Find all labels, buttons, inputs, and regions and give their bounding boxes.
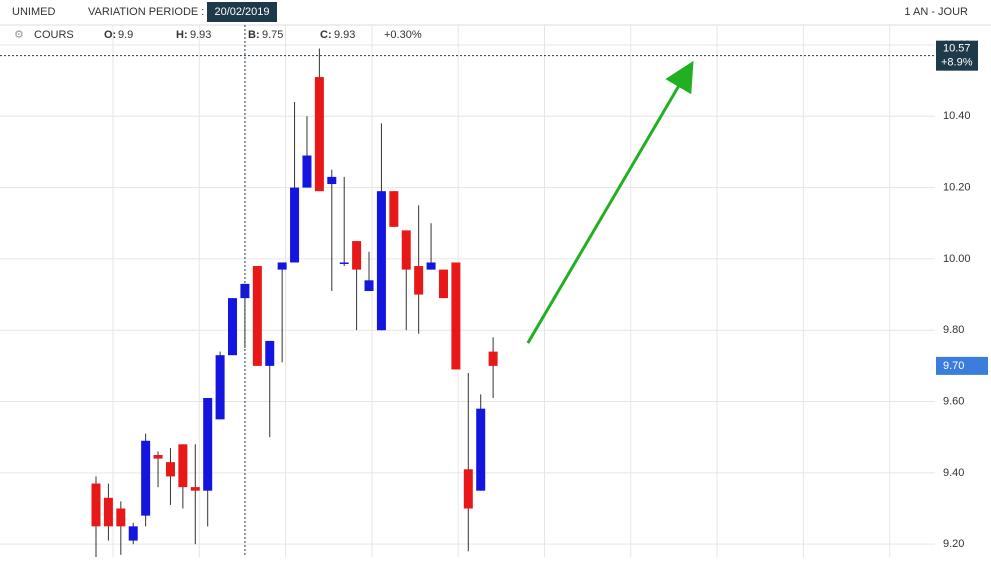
candle-body (128, 526, 138, 541)
date-box (207, 2, 277, 22)
candle-body (178, 444, 188, 488)
ticker: UNIMED (12, 6, 55, 18)
candle-body (401, 230, 411, 270)
settings-icon[interactable]: ⚙ (14, 29, 24, 41)
candle-body (116, 508, 126, 527)
target-label: 10.57 (943, 43, 971, 55)
y-tick-label: 9.60 (943, 395, 964, 407)
y-tick-label: 10.20 (943, 182, 971, 194)
candle-body (228, 298, 238, 356)
candle-body (451, 262, 461, 370)
ohlc-value: 9.93 (334, 29, 355, 41)
y-tick-label: 9.80 (943, 324, 964, 336)
last-price-box (936, 356, 988, 375)
y-tick-label: 10.40 (943, 110, 971, 122)
candle-body (352, 241, 362, 270)
candle-body (91, 483, 101, 527)
candle-body (290, 187, 300, 263)
candle-body (190, 487, 200, 491)
ohlc-key: H: (176, 29, 188, 41)
candle-body (389, 191, 399, 227)
y-tick-label: 9.20 (943, 538, 964, 550)
candle-body (302, 155, 312, 188)
candle-body (277, 262, 287, 270)
candle-body (476, 408, 486, 491)
last-price-label: 9.70 (943, 360, 964, 372)
range: 1 AN - JOUR (904, 6, 968, 18)
ohlc-key: C: (320, 29, 332, 41)
y-tick-label: 9.40 (943, 467, 964, 479)
candle-body (215, 355, 225, 420)
target-change: +8.9% (941, 57, 973, 69)
candle-body (153, 455, 163, 459)
candle-body (141, 440, 151, 516)
candle-body (426, 262, 436, 270)
trend-arrow (526, 60, 694, 344)
candle-body (314, 77, 324, 192)
ohlc-value: 9.93 (190, 29, 211, 41)
candle-body (203, 397, 213, 491)
ohlc-value: 9.9 (118, 29, 133, 41)
candle-body (339, 262, 349, 264)
candle-body (103, 497, 113, 527)
series-name: COURS (34, 29, 74, 41)
period-label: VARIATION PERIODE : (88, 6, 204, 18)
header-bar (0, 0, 991, 25)
candle-body (376, 191, 386, 331)
ohlc-key: O: (104, 29, 116, 41)
candle-body (463, 469, 473, 509)
candle-body (327, 176, 337, 185)
ohlc-key: B: (248, 29, 260, 41)
change-label: +0.30% (384, 29, 422, 41)
y-tick-label: 10.00 (943, 253, 971, 265)
candle-body (414, 266, 424, 295)
target-box (936, 40, 978, 71)
ohlc-value: 9.75 (262, 29, 283, 41)
date: 20/02/2019 (214, 6, 269, 18)
candle-body (364, 280, 374, 291)
candle-body (265, 340, 275, 366)
candle-body (165, 462, 175, 477)
candle-body (438, 269, 448, 299)
candle-body (488, 351, 498, 366)
candle-body (252, 266, 262, 366)
